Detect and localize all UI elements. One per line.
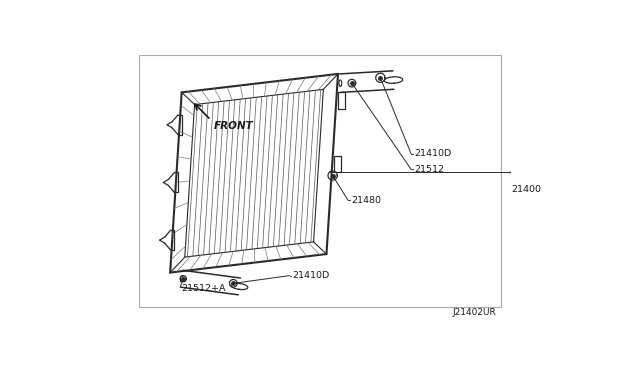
Text: 21410D: 21410D	[414, 150, 451, 158]
Bar	[140, 55, 501, 307]
Text: 21400: 21400	[511, 185, 541, 194]
Text: 21410D: 21410D	[292, 271, 330, 280]
Text: FRONT: FRONT	[214, 121, 254, 131]
Text: 21480: 21480	[351, 196, 381, 205]
Text: 21512: 21512	[414, 165, 444, 174]
Text: J21402UR: J21402UR	[452, 308, 496, 317]
Text: 21512+A: 21512+A	[182, 284, 226, 293]
